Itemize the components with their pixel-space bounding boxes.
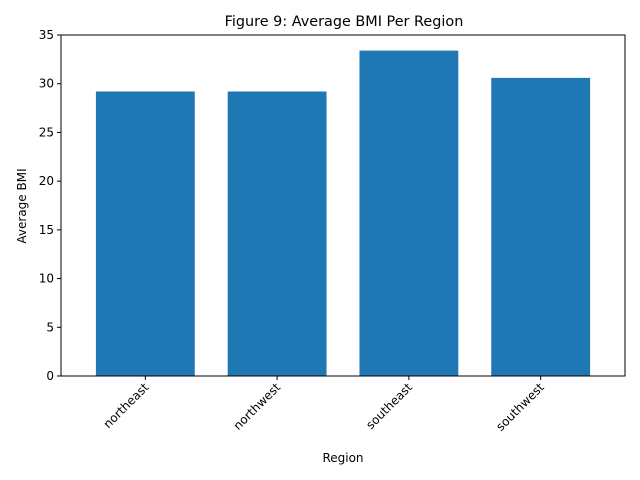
y-axis-ticks: 0 5 10 15 20 25 30 35	[39, 28, 61, 383]
y-tick-label: 10	[39, 272, 54, 286]
bar-southwest	[491, 77, 591, 377]
x-axis-label: Region	[322, 451, 363, 465]
bar-southeast	[359, 50, 459, 377]
y-tick-label: 20	[39, 174, 54, 188]
bar-northeast	[95, 91, 195, 376]
y-tick-label: 35	[39, 28, 54, 42]
x-tick-label: southwest	[493, 380, 547, 434]
bars-group	[95, 50, 591, 377]
y-axis-label: Average BMI	[15, 168, 29, 243]
y-tick-label: 5	[46, 320, 54, 334]
x-axis-ticks: northeast northwest southeast southwest	[101, 376, 547, 434]
bar-northwest	[227, 91, 327, 376]
x-tick-label: northwest	[231, 380, 284, 433]
y-tick-label: 30	[39, 77, 54, 91]
chart-title: Figure 9: Average BMI Per Region	[225, 14, 464, 30]
x-tick-label: southeast	[363, 380, 415, 432]
plot-frame	[60, 34, 626, 377]
y-tick-label: 25	[39, 125, 54, 139]
y-tick-label: 0	[46, 369, 54, 383]
y-tick-label: 15	[39, 223, 54, 237]
x-tick-label: northeast	[101, 380, 152, 431]
